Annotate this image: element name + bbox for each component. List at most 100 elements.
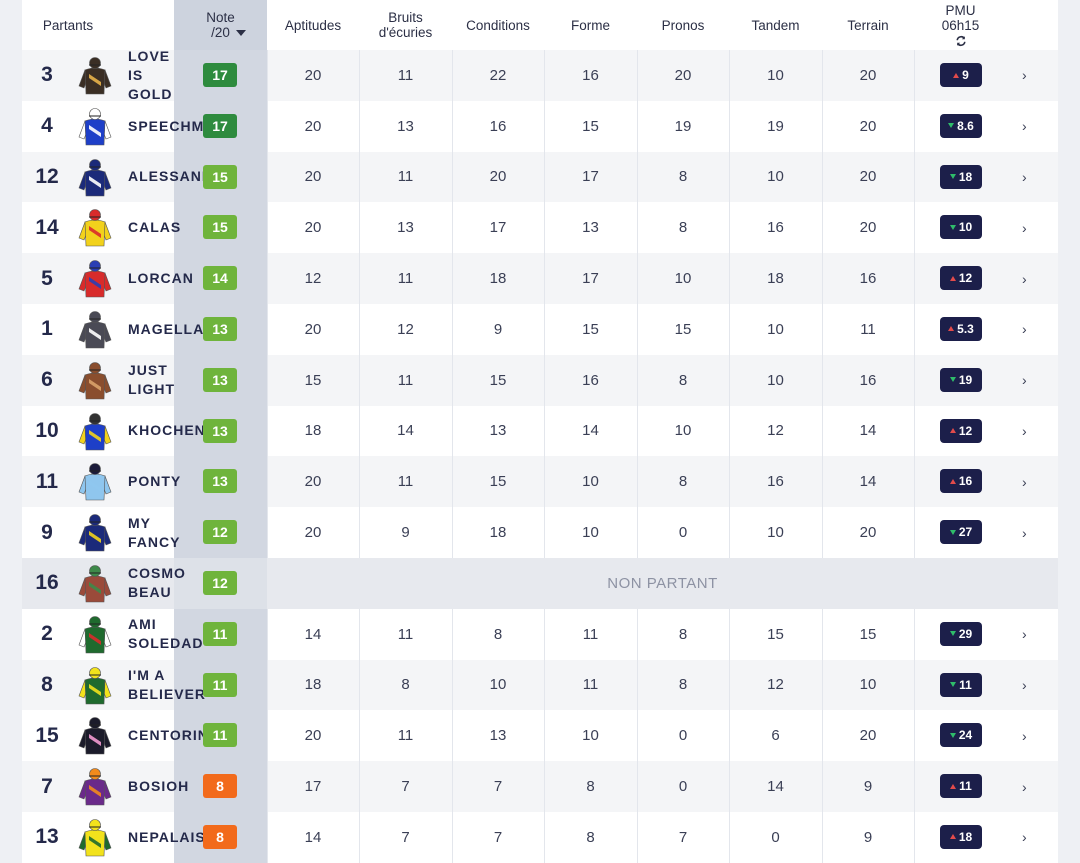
chevron-right-icon[interactable]: › (1022, 778, 1027, 795)
horse-name[interactable]: PONTY (128, 473, 182, 490)
cote-badge[interactable]: 27 (940, 520, 982, 545)
horse-name[interactable]: AMI SOLEDAD (128, 616, 204, 652)
horse-name[interactable]: MY FANCY (128, 514, 181, 550)
conditions-value: 10 (489, 676, 507, 694)
header-note-sort[interactable]: Note /20 (174, 0, 267, 50)
horse-name[interactable]: CENTORINO (128, 727, 208, 744)
header-pmu[interactable]: PMU 06h15 (914, 0, 1007, 50)
cote-badge[interactable]: 18 (940, 824, 982, 849)
header-conditions[interactable]: Conditions (466, 17, 530, 33)
tandem-value: 16 (767, 219, 784, 237)
table-row[interactable]: 16 COSMO BEAU 12 NON PARTANT (22, 557, 1058, 609)
horse-name[interactable]: BOSIOH (128, 778, 190, 795)
cote-badge[interactable]: 24 (940, 723, 982, 748)
table-row[interactable]: 2 AMI SOLEDAD 11 14 11 8 11 8 15 15 29 › (22, 608, 1058, 660)
table-row[interactable]: 14 CALAS 15 20 13 17 13 8 16 20 10 › (22, 202, 1058, 254)
cote-badge[interactable]: 18 (940, 164, 982, 189)
table-row[interactable]: 12 ALESSANDRO15 20 11 20 17 8 10 20 18 › (22, 151, 1058, 203)
chevron-right-icon[interactable]: › (1022, 67, 1027, 84)
bruits-value: 8 (401, 676, 410, 694)
runner-number: 1 (41, 317, 53, 341)
header-bruits[interactable]: Bruits d'écuries (378, 10, 433, 40)
chevron-right-icon[interactable]: › (1022, 168, 1027, 185)
chevron-right-icon[interactable]: › (1022, 219, 1027, 236)
cote-badge[interactable]: 29 (940, 621, 982, 646)
table-row[interactable]: 15CENTORINO1120111310062024› (22, 710, 1058, 762)
runner-number: 11 (35, 469, 59, 493)
column-divider (267, 303, 268, 355)
conditions-value: 16 (489, 117, 507, 135)
chevron-right-icon[interactable]: › (1022, 372, 1027, 389)
horse-name[interactable]: CALAS (128, 219, 182, 236)
cote-badge[interactable]: 11 (940, 774, 982, 799)
forme-value: 10 (582, 524, 599, 542)
column-divider (267, 456, 268, 508)
terrain-value: 20 (859, 117, 877, 135)
conditions-value: 15 (489, 473, 507, 491)
table-row[interactable]: 5 LORCAN 14 12 11 18 17 10 18 16 12 › (22, 253, 1058, 304)
chevron-right-icon[interactable]: › (1022, 626, 1027, 643)
runner-number: 16 (35, 571, 59, 595)
chevron-right-icon[interactable]: › (1022, 270, 1027, 287)
header-forme[interactable]: Forme (570, 17, 610, 33)
chevron-right-icon[interactable]: › (1022, 524, 1027, 541)
cote-badge[interactable]: 10 (940, 215, 982, 240)
horse-name[interactable]: MAGELLAN (128, 320, 208, 337)
header-terrain[interactable]: Terrain (847, 17, 889, 33)
cote-badge[interactable]: 9 (940, 63, 982, 87)
table-row[interactable]: 10KHOCHENKO131814131410121412› (22, 405, 1058, 457)
column-divider (729, 50, 730, 101)
table-row[interactable]: 4 SPEECHMAKER17 20 13 16 15 19 19 20 8.6 › (22, 100, 1058, 152)
column-divider (359, 710, 360, 762)
cote-badge[interactable]: 19 (940, 367, 982, 392)
trend-down-icon (949, 377, 956, 383)
horse-name[interactable]: ALESSANDRO (128, 168, 208, 185)
refresh-icon[interactable] (955, 35, 967, 47)
table-row[interactable]: 8 I'M A BELIEVER 11 18 8 10 11 8 12 10 11 › (22, 659, 1058, 711)
header-pronos[interactable]: Pronos (661, 17, 705, 33)
chevron-right-icon[interactable]: › (1022, 829, 1027, 846)
trend-down-icon (949, 529, 956, 535)
horse-name[interactable]: COSMO BEAU (128, 565, 186, 601)
jockey-silks-icon (77, 818, 113, 858)
chevron-right-icon[interactable]: › (1022, 422, 1027, 439)
chevron-right-icon[interactable]: › (1022, 473, 1027, 490)
cote-badge[interactable]: 11 (940, 672, 982, 697)
table-row[interactable]: 1 MAGELLAN 13 20 12 9 15 15 10 11 5.3 › (22, 303, 1058, 355)
chevron-right-icon[interactable]: › (1022, 727, 1027, 744)
aptitudes-value: 18 (304, 422, 322, 440)
tandem-value: 10 (767, 66, 784, 84)
cote-badge[interactable]: 5.3 (940, 316, 982, 341)
header-partants[interactable]: Partants (42, 17, 94, 33)
cote-badge[interactable]: 8.6 (940, 113, 982, 138)
column-divider (544, 253, 545, 304)
horse-name[interactable]: LOVE IS GOLD (128, 50, 173, 101)
table-row[interactable]: 7 BOSIOH 8 17 7 7 8 0 14 9 11 › (22, 761, 1058, 812)
horse-name[interactable]: LORCAN (128, 270, 194, 287)
table-row[interactable]: 3 LOVE IS GOLD 17 20 11 22 16 20 10 20 9 › (22, 50, 1058, 101)
column-divider (637, 761, 638, 812)
pronos-value: 15 (674, 320, 692, 338)
horse-name[interactable]: SPEECHMAKER (128, 117, 208, 134)
header-tandem[interactable]: Tandem (751, 17, 800, 33)
table-row[interactable]: 11 PONTY 13 20 11 15 10 8 16 14 16 › (22, 456, 1058, 508)
cote-badge[interactable]: 12 (940, 266, 982, 291)
chevron-right-icon[interactable]: › (1022, 321, 1027, 338)
table-row[interactable]: 9 MY FANCY 12 20 9 18 10 0 10 20 27 › (22, 507, 1058, 558)
table-row[interactable]: 6 JUST LIGHT 13 15 11 15 16 8 10 16 19 › (22, 354, 1058, 406)
cote-badge[interactable]: 12 (940, 418, 982, 443)
cote-badge[interactable]: 16 (940, 469, 982, 494)
column-divider (637, 710, 638, 762)
chevron-right-icon[interactable]: › (1022, 676, 1027, 693)
horse-name[interactable]: JUST LIGHT (128, 362, 175, 398)
table-row[interactable]: 13 NEPALAIS 8 14 7 7 8 7 0 9 18 › (22, 811, 1058, 863)
terrain-value: 9 (863, 778, 873, 796)
horse-name[interactable]: NEPALAIS (128, 828, 206, 845)
chevron-right-icon[interactable]: › (1022, 118, 1027, 135)
tandem-value: 10 (767, 371, 784, 389)
header-aptitudes[interactable]: Aptitudes (284, 17, 342, 33)
note-badge: 8 (203, 774, 237, 799)
column-divider (637, 50, 638, 101)
horse-name[interactable]: I'M A BELIEVER (128, 666, 207, 702)
horse-name[interactable]: KHOCHENKO (128, 422, 208, 439)
